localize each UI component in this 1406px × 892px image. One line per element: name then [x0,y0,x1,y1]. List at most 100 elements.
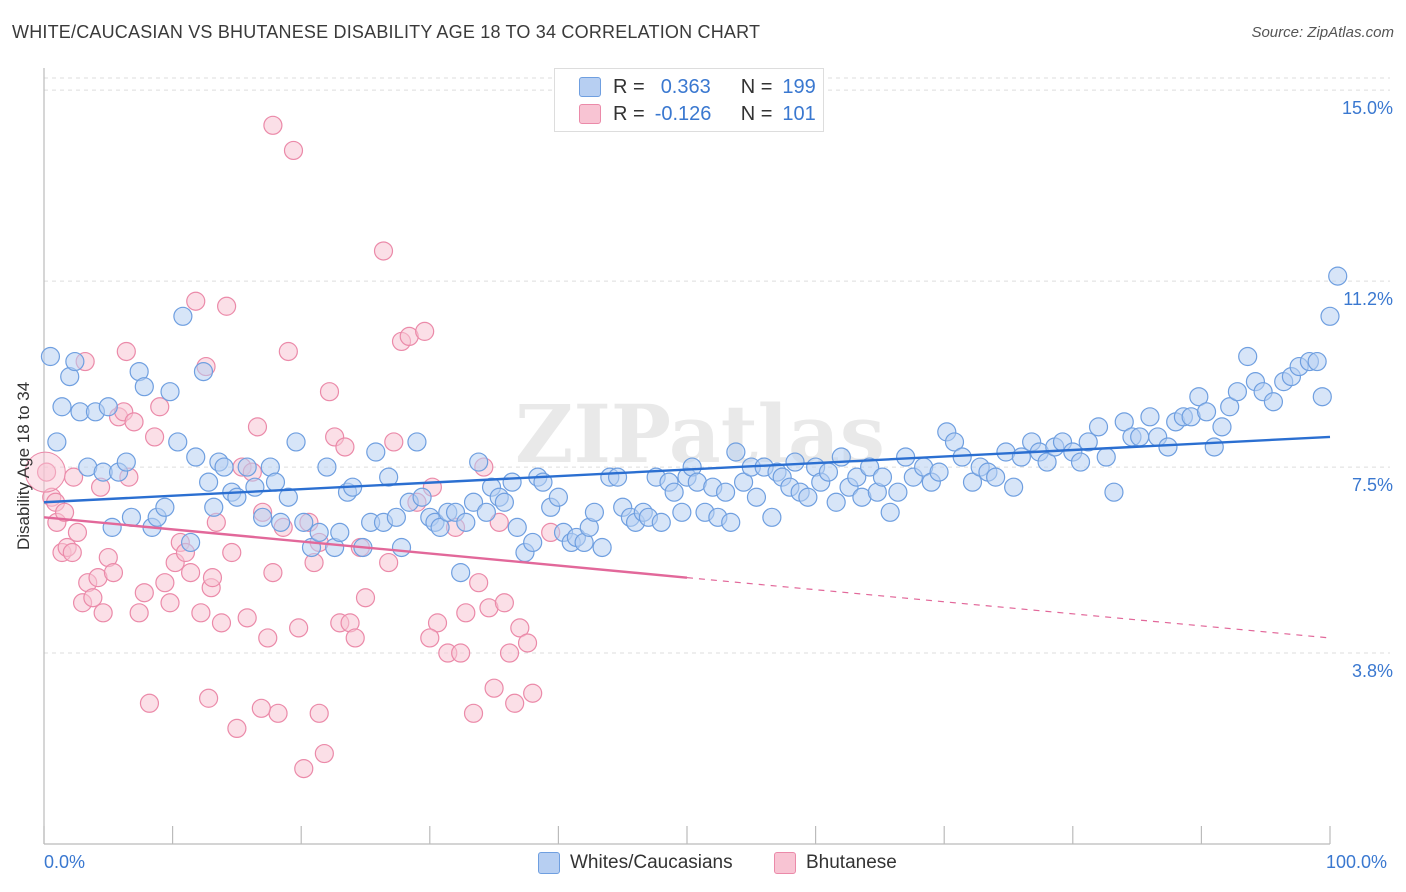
whites-point [102,517,122,537]
whites-point [116,452,136,472]
bhutanese-point [309,703,329,723]
correlation-legend: R = 0.363 N = 199 R = -0.126 N = 101 [554,68,824,132]
bhutanese-point [160,593,180,613]
bhutanese-point [54,502,75,522]
bhutanese-point [523,683,543,703]
whites-point [651,512,671,532]
legend-n-value-bhutanese: 101 [782,102,816,125]
trend-lines [43,435,1331,639]
whites-point [253,507,273,527]
bhutanese-trend-extension [686,577,1331,639]
whites-point [1189,387,1209,407]
x-tick-label-min: 0.0% [44,852,86,872]
whites-point [1037,452,1057,472]
whites-point [762,507,782,527]
whites-point [1307,351,1327,372]
bhutanese-point [155,573,175,593]
whites-point [451,563,471,583]
whites-point [1204,437,1224,457]
whites-point [1130,427,1150,447]
whites-trend-line [43,435,1331,504]
bhutanese-point [139,693,160,713]
whites-point [168,432,188,452]
legend-r-label: R = [613,75,645,98]
bhutanese-point [93,603,113,623]
whites-point [548,487,569,507]
whites-point [1227,382,1248,402]
whites-point [1263,392,1284,412]
whites-points [40,266,1348,583]
bhutanese-point [181,563,201,583]
bhutanese-point [373,241,394,261]
whites-point [237,457,257,477]
bhutanese-point [227,718,247,739]
series-legend-bhutanese[interactable]: Bhutanese [774,852,897,874]
bhutanese-point [191,603,211,623]
bhutanese-point [124,412,144,432]
whites-point [1070,452,1091,472]
chart-title: WHITE/CAUCASIAN VS BHUTANESE DISABILITY … [12,22,761,42]
whites-point [715,482,736,502]
whites-point [733,472,754,492]
whites-point [407,432,427,452]
bhutanese-point [199,688,219,708]
whites-point [121,507,142,527]
bhutanese-point [251,698,271,718]
whites-point [880,502,900,522]
bhutanese-point [134,583,154,603]
bhutanese-point [294,759,314,779]
bhutanese-point [222,542,242,563]
whites-point [227,487,247,507]
bhutanese-point [103,563,124,583]
whites-point [1220,397,1240,417]
bhutanese-point [314,743,334,764]
whites-point [1158,437,1178,457]
whites-point [798,487,818,507]
bhutanese-point [237,608,257,628]
bhutanese-point [83,588,103,608]
whites-point [584,502,605,522]
axes [43,68,1331,845]
x-tick-label-max: 100.0% [1326,852,1388,872]
whites-point [592,537,612,558]
legend-n-label: N = [740,75,773,98]
bhutanese-point [62,542,82,563]
series-legend-whites[interactable]: Whites/Caucasians [538,852,733,874]
bhutanese-point [494,593,514,613]
whites-point [469,452,489,472]
whites-point [52,397,72,417]
bhutanese-point [278,341,298,362]
bhutanese-trend-line [43,516,688,579]
bhutanese-point [489,512,509,532]
legend-row-bhutanese: R = -0.126 N = 101 [579,102,816,126]
legend-r-label: R = [613,102,645,125]
bhutanese-point [263,115,283,135]
bhutanese-point [67,522,88,543]
whites-point [944,432,965,452]
whites-point [721,512,741,532]
bhutanese-point [319,382,340,402]
whites-point [65,351,85,372]
whites-point [860,457,880,477]
bhutanese-point [247,417,268,437]
bhutanese-point [211,613,232,633]
whites-point [278,487,298,507]
legend-r-value-bhutanese: -0.126 [654,102,712,125]
whites-point [430,517,450,537]
bhutanese-point [420,628,440,648]
bhutanese-point [217,296,237,316]
bhutanese-point [379,552,399,573]
whites-point [818,462,839,482]
whites-point [1196,402,1217,422]
bhutanese-point [258,628,278,648]
whites-point [523,532,543,553]
grid-lines [44,77,1390,654]
whites-point [379,467,399,487]
bhutanese-point [150,397,170,417]
bhutanese-point [186,291,206,311]
whites-point [847,467,867,487]
whites-legend-swatch [538,852,560,874]
whites-point [47,432,67,452]
whites-point [134,377,154,397]
